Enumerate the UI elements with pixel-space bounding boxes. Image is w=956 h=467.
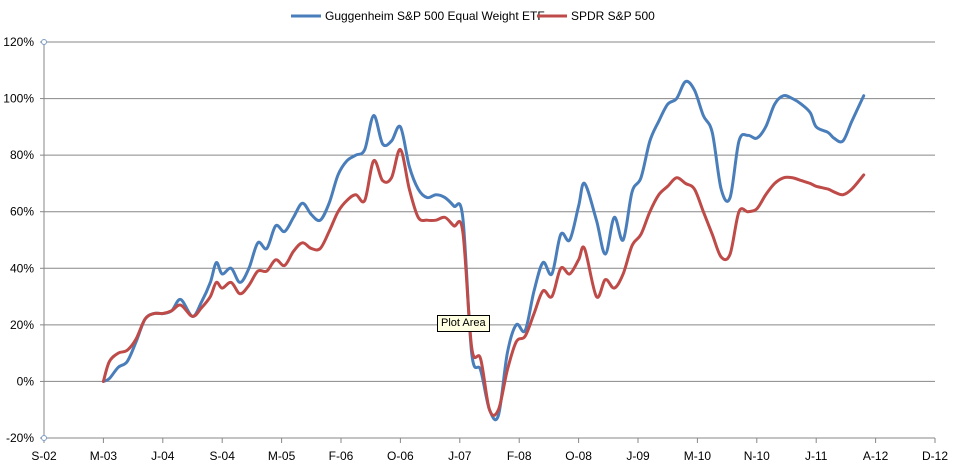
- x-tick-label: M-10: [684, 449, 712, 463]
- y-axis-tick-labels: -20% 0% 20% 40% 60% 80% 100% 120%: [3, 35, 34, 445]
- selection-handle[interactable]: [41, 435, 47, 441]
- plot-area-selection-handles[interactable]: [41, 39, 47, 441]
- y-tick-label: -20%: [6, 431, 34, 445]
- x-axis-tick-labels: S-02 M-03 J-04 S-04 M-05 F-06 O-06 J-07 F-08 O-08…: [31, 449, 948, 463]
- x-tick-label: S-04: [210, 449, 236, 463]
- gridlines: [44, 41, 935, 382]
- y-tick-label: 40%: [10, 261, 34, 275]
- x-tick-label: M-05: [268, 449, 296, 463]
- selection-handle[interactable]: [41, 39, 47, 45]
- series-line-equal-weight-etf[interactable]: [101, 79, 866, 422]
- x-tick-label: S-02: [31, 449, 57, 463]
- x-tick-label: D-12: [922, 449, 948, 463]
- x-tick-label: O-06: [387, 449, 414, 463]
- y-tick-label: 20%: [10, 318, 34, 332]
- x-tick-label: J-04: [151, 449, 175, 463]
- x-tick-label: N-10: [744, 449, 770, 463]
- axes: [40, 41, 936, 443]
- x-tick-label: F-08: [507, 449, 532, 463]
- x-tick-label: J-11: [805, 449, 828, 463]
- x-tick-label: M-03: [90, 449, 118, 463]
- legend-label: Guggenheim S&P 500 Equal Weight ETF: [325, 9, 545, 23]
- x-tick-label: A-12: [863, 449, 889, 463]
- x-tick-label: J-07: [448, 449, 472, 463]
- series-line-spdr[interactable]: [101, 147, 866, 417]
- y-tick-label: 0%: [17, 374, 35, 388]
- plot-area-tooltip: Plot Area: [437, 315, 490, 332]
- x-tick-label: F-06: [329, 449, 354, 463]
- x-tick-label: O-08: [565, 449, 592, 463]
- series-lines[interactable]: [101, 79, 866, 422]
- legend[interactable]: Guggenheim S&P 500 Equal Weight ETF SPDR …: [291, 9, 655, 23]
- legend-label: SPDR S&P 500: [571, 9, 655, 23]
- y-tick-label: 60%: [10, 205, 34, 219]
- y-tick-label: 100%: [3, 92, 34, 106]
- y-tick-label: 120%: [3, 35, 34, 49]
- x-tick-label: J-09: [626, 449, 650, 463]
- y-tick-label: 80%: [10, 148, 34, 162]
